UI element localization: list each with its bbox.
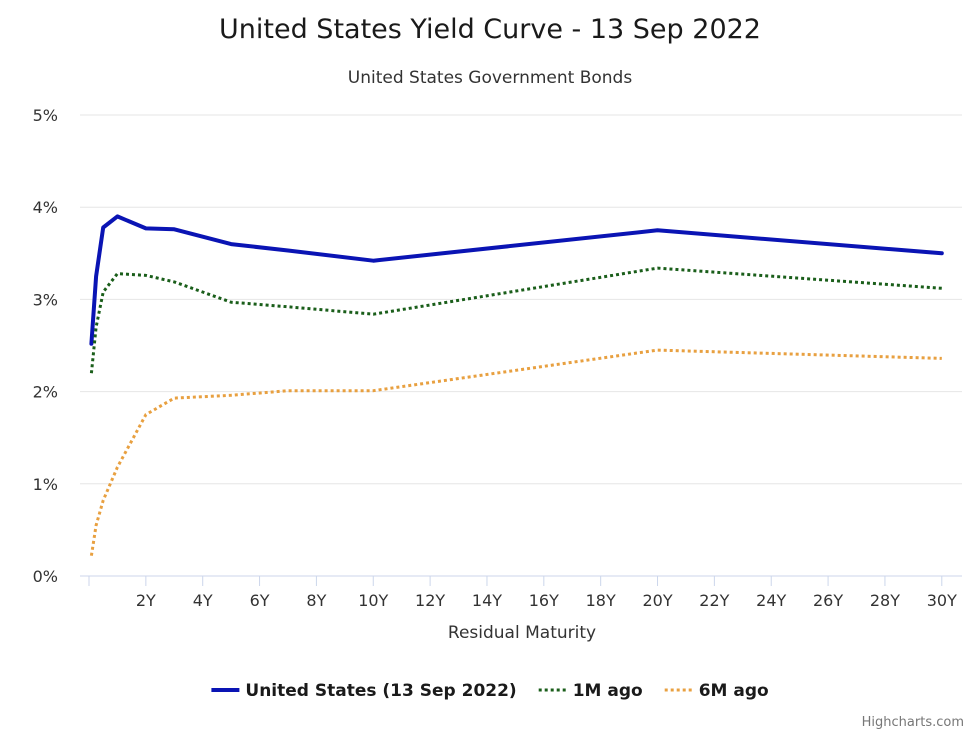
x-tick-label: 26Y <box>813 591 843 610</box>
legend-label: 6M ago <box>699 681 769 701</box>
y-tick-label: 4% <box>33 198 58 217</box>
y-tick-label: 0% <box>33 567 58 586</box>
x-tick-label: 18Y <box>586 591 616 610</box>
series-line-3[interactable] <box>89 348 942 556</box>
series-line-2[interactable] <box>89 266 942 374</box>
y-tick-label: 1% <box>33 475 58 494</box>
x-tick-label: 14Y <box>472 591 502 610</box>
credits-link[interactable]: Highcharts.com <box>862 715 964 730</box>
x-tick-label: 22Y <box>699 591 729 610</box>
y-tick-label: 2% <box>33 383 58 402</box>
legend-item-3[interactable]: 6M ago <box>664 681 769 701</box>
legend-label: 1M ago <box>573 681 643 701</box>
x-tick-label: 24Y <box>756 591 786 610</box>
legend-label: United States (13 Sep 2022) <box>245 681 516 701</box>
y-axis: 0% 1% 2% 3% 4% 5% <box>33 106 58 586</box>
x-axis-title: Residual Maturity <box>448 623 596 643</box>
x-tick-label: 12Y <box>415 591 445 610</box>
y-tick-label: 5% <box>33 106 58 125</box>
series-lines <box>89 214 944 556</box>
x-tick-label: 6Y <box>250 591 270 610</box>
x-tick-label: 8Y <box>306 591 326 610</box>
legend-item-1[interactable]: United States (13 Sep 2022) <box>211 681 517 701</box>
x-tick-label: 16Y <box>529 591 559 610</box>
x-tick-label: 30Y <box>927 591 957 610</box>
chart-subtitle: United States Government Bonds <box>348 68 633 88</box>
grid-lines <box>80 114 962 485</box>
chart-title: United States Yield Curve - 13 Sep 2022 <box>219 14 761 45</box>
legend-item-2[interactable]: 1M ago <box>538 681 643 701</box>
x-tick-label: 20Y <box>642 591 672 610</box>
x-tick-label: 2Y <box>136 591 156 610</box>
y-tick-label: 3% <box>33 290 58 309</box>
legend: United States (13 Sep 2022) 1M ago 6M ago <box>211 681 769 701</box>
x-axis: 2Y 4Y 6Y 8Y 10Y 12Y 14Y 16Y 18Y 20Y 22Y 24Y 26Y 28Y 30… <box>80 575 962 610</box>
series-line-1[interactable] <box>89 214 944 346</box>
x-tick-label: 28Y <box>870 591 900 610</box>
x-tick-label: 10Y <box>358 591 388 610</box>
x-tick-label: 4Y <box>193 591 213 610</box>
